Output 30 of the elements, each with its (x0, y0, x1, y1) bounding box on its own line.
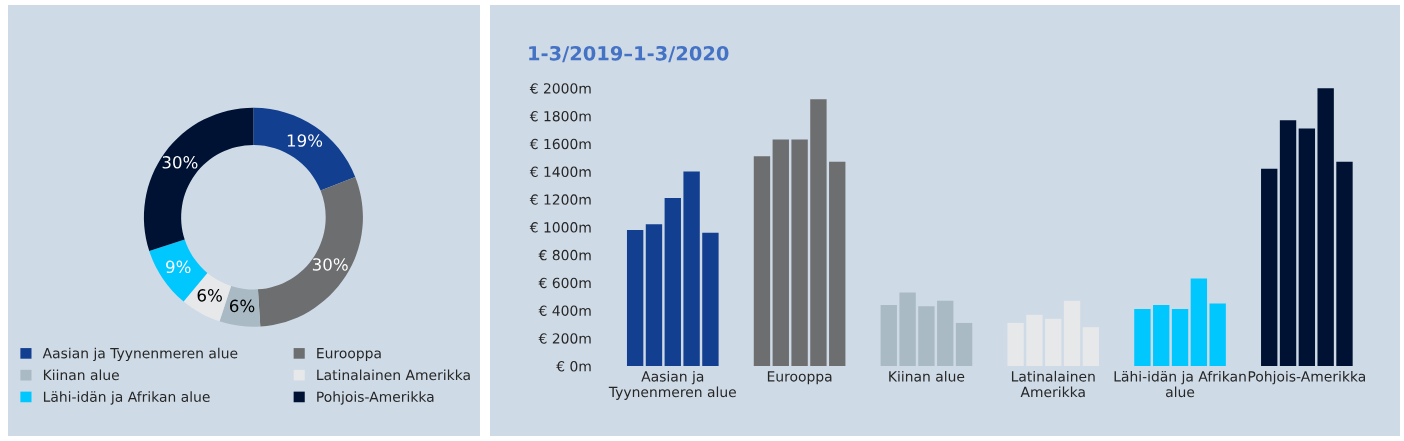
data-label: 30% (312, 258, 348, 271)
y-tick-label: € 2000m (529, 83, 591, 94)
data-label: 6% (197, 289, 222, 302)
x-tick-label: Lähi-idän ja Afrikan alue (1114, 370, 1246, 398)
y-tick-label: € 600m (538, 277, 591, 289)
x-tick-label: Eurooppa (767, 371, 832, 385)
chart-title: 1-3/2019–1-3/2020 (529, 45, 729, 63)
data-label: 6% (229, 299, 255, 313)
y-tick-label: € 1600m (529, 138, 591, 150)
x-tick-label: Latinalainen Amerikka (1011, 370, 1095, 398)
x-tick-label: Kiinan alue (889, 370, 965, 382)
y-tick-label: € 200m (538, 333, 591, 344)
donut-slice (183, 272, 232, 322)
y-tick-label: € 1400m (529, 166, 591, 178)
x-tick-label: Pohjois-Amerikka (1248, 370, 1365, 385)
y-tick-label: € 1000m (529, 222, 591, 233)
legend-label: Aasian ja Tyynenmeren alue (42, 347, 238, 362)
donut-slice (257, 176, 363, 327)
y-tick-label: € 400m (538, 305, 591, 316)
data-label: 9% (166, 260, 191, 274)
legend-label: Eurooppa (317, 348, 381, 362)
y-tick-label: € 1200m (529, 194, 591, 205)
data-label: 30% (162, 155, 198, 169)
y-tick-label: € 0m (556, 361, 591, 372)
donut-slice (253, 107, 356, 191)
data-label: 19% (287, 134, 323, 147)
y-tick-label: € 800m (538, 249, 591, 261)
x-tick-label: Aasian ja Tyynenmeren alue (608, 370, 736, 400)
donut-slice (143, 107, 254, 252)
y-tick-label: € 1800m (529, 110, 591, 122)
